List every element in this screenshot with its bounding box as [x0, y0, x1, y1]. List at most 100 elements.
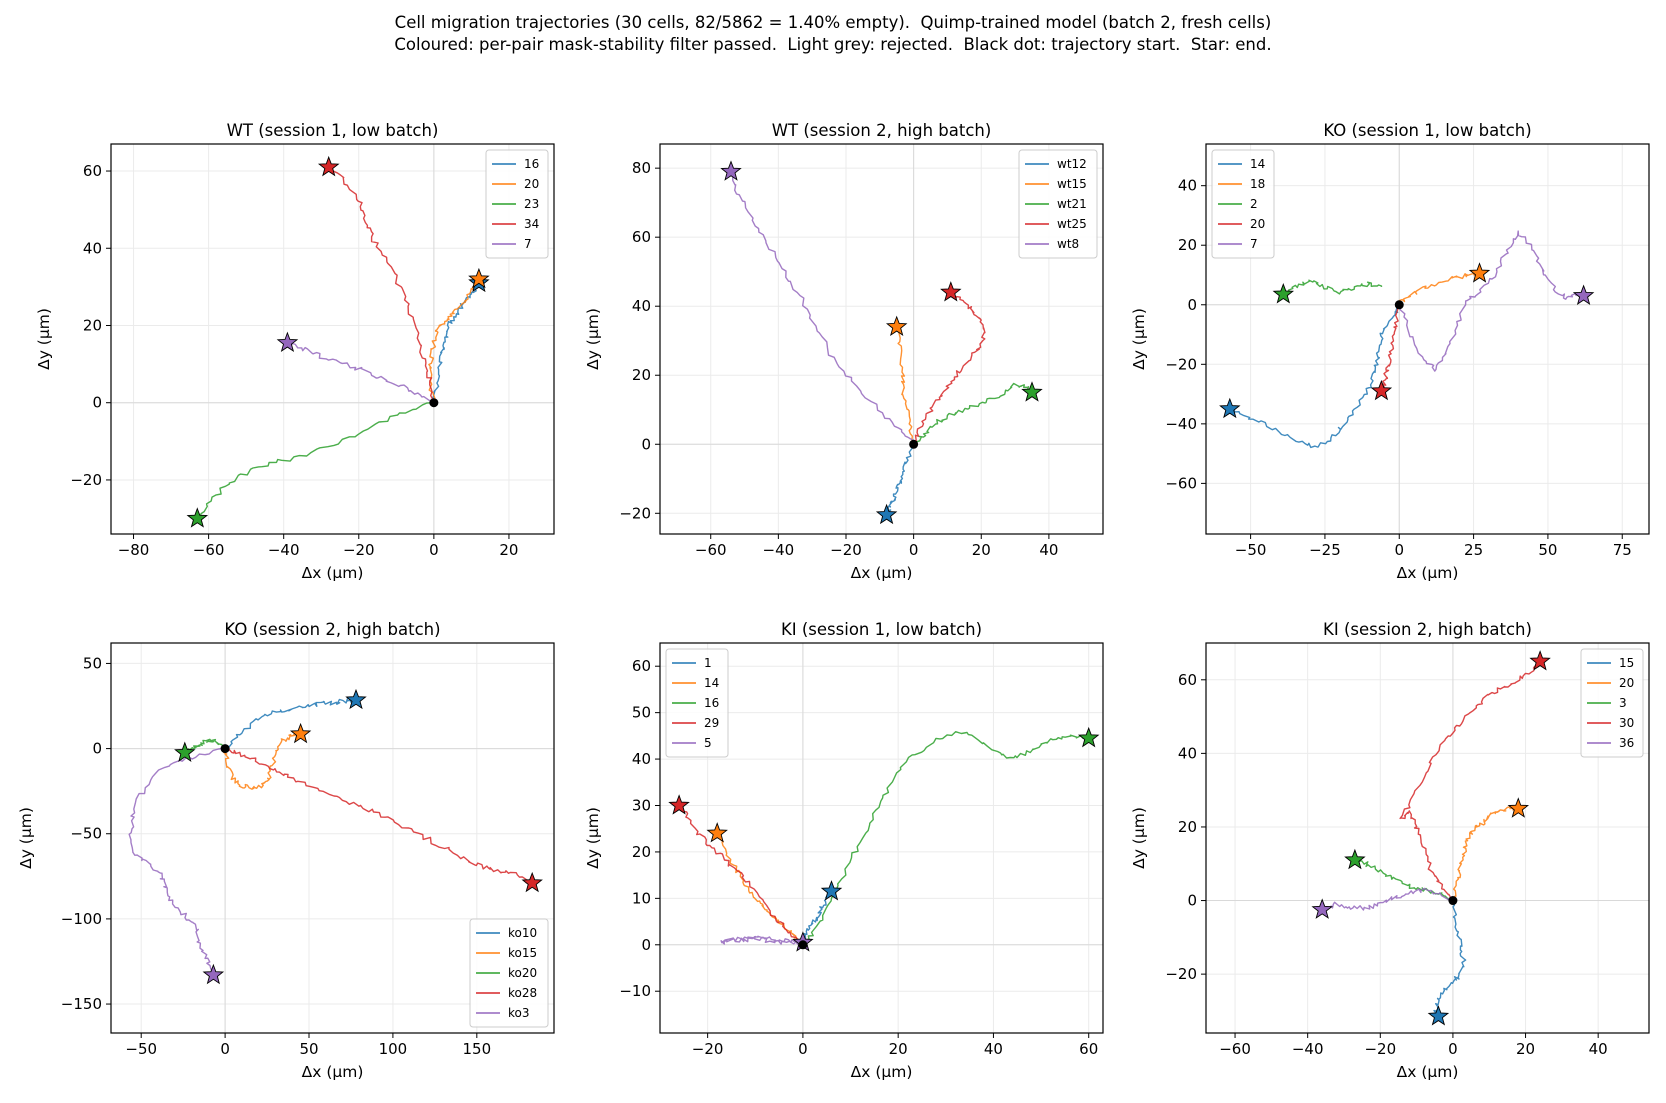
- trajectory-14: [716, 833, 804, 946]
- end-star-ko3: [202, 963, 225, 985]
- y-tick-label: −50: [70, 825, 102, 843]
- y-tick-label: 30: [632, 797, 651, 815]
- x-tick-label: −50: [125, 1040, 157, 1058]
- end-star-14: [706, 822, 728, 843]
- trajectory-ko10: [224, 698, 357, 750]
- end-star-7: [1572, 284, 1595, 305]
- y-tick-label: 0: [641, 936, 651, 954]
- y-tick-label: 0: [92, 394, 102, 412]
- x-tick-label: 20: [499, 541, 518, 559]
- y-axis-label: Δy (µm): [35, 308, 53, 370]
- y-tick-label: 20: [632, 843, 651, 861]
- suptitle-line-2: Coloured: per-pair mask-stability filter…: [394, 35, 1272, 54]
- trajectory-wt25: [913, 291, 986, 445]
- trajectory-18: [1398, 271, 1480, 306]
- x-tick-label: −60: [1219, 1040, 1251, 1058]
- end-star-1: [820, 880, 843, 901]
- trajectory-30: [1399, 659, 1541, 901]
- x-axis-label: Δx (µm): [302, 564, 364, 582]
- panel-title: KO (session 2, high batch): [224, 620, 440, 639]
- plot-area: [730, 171, 1033, 516]
- y-tick-label: 20: [83, 316, 102, 334]
- panel-5: −20 0 20 40 60 −10 0 10 20 30 40 50 60 Δx (µm) Δy (µm)…: [584, 620, 1104, 1081]
- x-tick-label: 25: [1464, 541, 1483, 559]
- trajectory-20: [1452, 806, 1519, 901]
- legend-label: 34: [524, 217, 539, 231]
- y-tick-label: −100: [61, 910, 102, 928]
- legend-label: ko20: [508, 966, 537, 980]
- legend-box: [485, 149, 549, 259]
- legend-label: 2: [1250, 197, 1258, 211]
- y-tick-label: 0: [92, 740, 102, 758]
- legend: 14 18 2 20 7: [1211, 149, 1275, 259]
- end-star-36: [1311, 898, 1333, 919]
- legend-label: ko28: [508, 986, 537, 1000]
- x-tick-label: 60: [1079, 1040, 1098, 1058]
- x-tick-label: 50: [1538, 541, 1557, 559]
- end-star-wt21: [1021, 381, 1043, 402]
- x-tick-label: 20: [972, 541, 991, 559]
- plot-area: [128, 698, 533, 976]
- x-tick-label: −60: [193, 541, 225, 559]
- x-tick-label: 50: [299, 1040, 318, 1058]
- y-axis-label: Δy (µm): [584, 807, 602, 869]
- end-star-34: [317, 155, 340, 177]
- x-tick-label: 0: [798, 1040, 808, 1058]
- end-star-ko10: [345, 688, 367, 710]
- trajectory-34: [328, 166, 435, 403]
- end-star-ko28: [521, 871, 543, 893]
- axes-frame: [1205, 642, 1650, 1034]
- x-tick-label: 20: [889, 1040, 908, 1058]
- plot-area: [196, 166, 480, 519]
- legend-box: [1211, 149, 1275, 259]
- legend-label: wt25: [1057, 217, 1087, 231]
- y-tick-label: 60: [83, 162, 102, 180]
- start-dot: [429, 398, 439, 408]
- legend-label: ko15: [508, 946, 537, 960]
- x-tick-label: 40: [984, 1040, 1003, 1058]
- legend-box: [469, 918, 549, 1028]
- y-tick-label: 0: [641, 435, 651, 453]
- x-tick-label: −20: [1364, 1040, 1396, 1058]
- legend-label: 20: [1250, 217, 1265, 231]
- end-star-7: [276, 331, 299, 353]
- x-tick-label: 100: [379, 1040, 408, 1058]
- end-star-wt25: [940, 281, 962, 302]
- y-tick-label: 40: [1178, 744, 1197, 762]
- end-star-20: [1507, 797, 1530, 818]
- panel-title: KO (session 1, low batch): [1323, 121, 1531, 140]
- trajectory-5: [720, 935, 804, 947]
- y-tick-label: 60: [1178, 671, 1197, 689]
- x-tick-label: 40: [1039, 541, 1058, 559]
- y-tick-label: −40: [1165, 415, 1197, 433]
- legend-label: 7: [1250, 237, 1258, 251]
- trajectory-20: [1380, 304, 1400, 392]
- legend-label: 1: [704, 656, 712, 670]
- trajectory-23: [196, 402, 434, 519]
- y-tick-label: 40: [632, 750, 651, 768]
- x-tick-label: 150: [462, 1040, 491, 1058]
- y-tick-label: 80: [632, 159, 651, 177]
- legend-label: 16: [524, 157, 539, 171]
- legend-label: 20: [524, 177, 539, 191]
- y-axis-label: Δy (µm): [584, 308, 602, 370]
- plot-area: [1229, 230, 1585, 449]
- panel-6: −60 −40 −20 0 20 40 −20 0 20 40 60 Δx (µm) Δy (µm) KI…: [1130, 620, 1650, 1081]
- end-star-wt8: [720, 160, 742, 181]
- trajectory-16: [802, 731, 1089, 946]
- x-tick-label: 75: [1613, 541, 1632, 559]
- y-axis-label: Δy (µm): [1130, 308, 1148, 370]
- panel-title: WT (session 2, high batch): [772, 121, 992, 140]
- legend-label: 5: [704, 736, 712, 750]
- legend-label: 15: [1619, 656, 1634, 670]
- panel-2: −60 −40 −20 0 20 40 −20 0 20 40 60 80 Δx (µm) Δy (µm)…: [584, 121, 1104, 582]
- x-axis-label: Δx (µm): [1397, 1063, 1459, 1081]
- end-star-2: [1272, 283, 1295, 304]
- axes-frame: [110, 642, 555, 1034]
- x-axis-label: Δx (µm): [302, 1063, 364, 1081]
- legend: wt12 wt15 wt21 wt25 wt8: [1018, 149, 1098, 259]
- legend-label: 29: [704, 716, 719, 730]
- y-tick-label: −20: [1165, 355, 1197, 373]
- x-tick-label: −40: [1292, 1040, 1324, 1058]
